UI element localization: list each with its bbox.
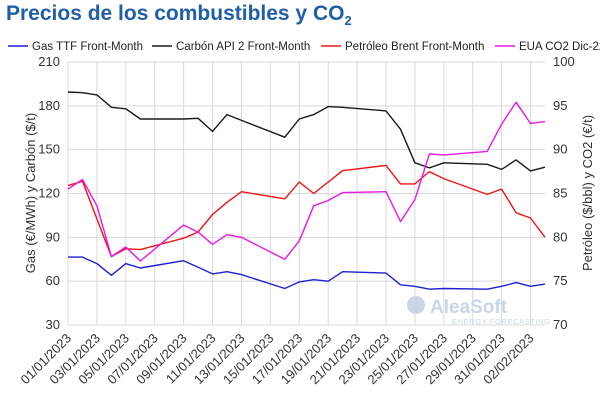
chart-title-main: Precios de los combustibles y CO bbox=[6, 2, 345, 25]
logo-name: AleaSoft bbox=[430, 297, 508, 318]
right-axis-tick-label: 90 bbox=[553, 142, 567, 157]
right-axis-tick-label: 70 bbox=[553, 317, 567, 332]
chart-title-subscript: 2 bbox=[344, 13, 352, 29]
series-line-gas-ttf-front-month bbox=[68, 256, 546, 290]
right-axis-tick-label: 85 bbox=[553, 186, 567, 201]
left-axis-tick-label: 210 bbox=[38, 54, 60, 69]
series-lines bbox=[67, 91, 546, 290]
left-axis-ticks: 30 60 90 120 150 180 210 bbox=[38, 54, 60, 332]
series-line-eua-co2-dic-22 bbox=[67, 101, 546, 262]
right-axis-title: Petróleo ($/bbl) y CO2 (€/t) bbox=[580, 115, 595, 271]
series-line-carb-n-api-2-front-month bbox=[67, 91, 546, 172]
right-axis-tick-label: 75 bbox=[553, 273, 567, 288]
right-axis-tick-label: 95 bbox=[553, 98, 567, 113]
right-axis-ticks: 70 75 80 85 90 95 100 bbox=[553, 54, 575, 332]
left-axis-tick-label: 60 bbox=[46, 273, 60, 288]
logo-tagline: ENERGY FORECASTING bbox=[452, 317, 551, 326]
left-axis-tick-label: 120 bbox=[38, 186, 60, 201]
left-axis-tick-label: 180 bbox=[38, 98, 60, 113]
legend: Gas TTF Front-Month Carbón API 2 Front-Mo… bbox=[8, 41, 600, 53]
logo-emblem-icon bbox=[407, 296, 425, 314]
left-axis-tick-label: 90 bbox=[46, 229, 60, 244]
x-axis-ticks: 01/01/202303/01/202305/01/202307/01/2023… bbox=[17, 331, 536, 388]
series-line-petr-leo-brent-front-month bbox=[67, 164, 546, 258]
right-axis-tick-label: 100 bbox=[553, 54, 575, 69]
left-axis-tick-label: 30 bbox=[46, 317, 60, 332]
legend-label: Carbón API 2 Front-Month bbox=[176, 41, 310, 53]
chart-title: Precios de los combustibles y CO2 bbox=[6, 2, 352, 28]
grid-lines bbox=[67, 61, 545, 326]
legend-label: Gas TTF Front-Month bbox=[32, 41, 143, 53]
left-axis-title: Gas (€/MWh) y Carbón ($/t) bbox=[23, 113, 38, 273]
right-axis-tick-label: 80 bbox=[553, 229, 567, 244]
aleasoft-logo: AleaSoft ENERGY FORECASTING bbox=[407, 296, 551, 326]
left-axis-tick-label: 150 bbox=[38, 142, 60, 157]
legend-label: EUA CO2 Dic-22 bbox=[519, 41, 600, 53]
legend-label: Petróleo Brent Front-Month bbox=[345, 41, 484, 53]
